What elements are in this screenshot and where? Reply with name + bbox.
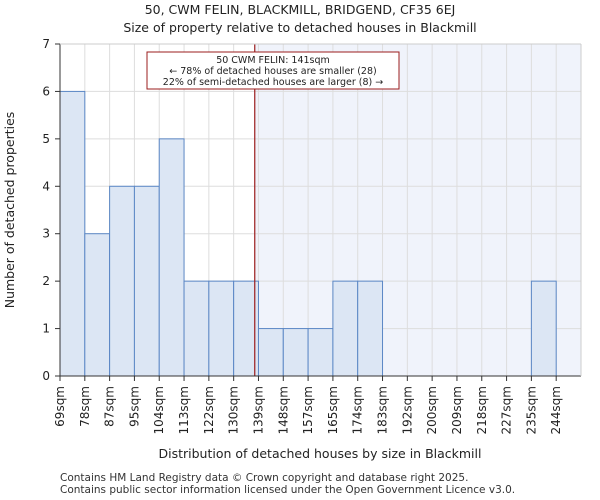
annotation-line-3: 22% of semi-detached houses are larger (…: [163, 77, 383, 88]
bar-165sqm: [332, 280, 359, 377]
bar-87sqm: [109, 185, 135, 377]
x-tick-label: 130sqm: [227, 386, 241, 434]
bar-122sqm: [208, 280, 235, 377]
x-tick-label: 113sqm: [177, 386, 191, 434]
y-tick-label: 1: [42, 322, 50, 336]
x-tick-label: 209sqm: [450, 386, 464, 434]
x-tick-label: 148sqm: [276, 386, 290, 434]
bar-139sqm: [257, 328, 284, 377]
bar-104sqm: [158, 138, 185, 377]
x-tick-label: 192sqm: [400, 386, 414, 434]
y-tick-label: 3: [42, 227, 50, 241]
x-tick-label: 218sqm: [475, 386, 489, 434]
x-tick-label: 69sqm: [53, 386, 67, 427]
x-axis-label: Distribution of detached houses by size …: [159, 446, 482, 461]
bar-157sqm: [307, 328, 334, 377]
y-tick-label: 6: [42, 84, 50, 98]
bar-113sqm: [183, 280, 210, 377]
x-tick-label: 183sqm: [376, 386, 390, 434]
x-tick-label: 78sqm: [78, 386, 92, 427]
bar-69sqm: [59, 90, 86, 377]
x-tick-label: 157sqm: [301, 386, 315, 434]
annotation-line-2: ← 78% of detached houses are smaller (28…: [169, 66, 376, 77]
y-tick-label: 7: [42, 37, 50, 51]
x-tick-label: 227sqm: [500, 386, 514, 434]
bar-78sqm: [84, 233, 111, 377]
bar-174sqm: [357, 280, 384, 377]
bar-95sqm: [133, 185, 160, 377]
x-tick-label: 104sqm: [152, 386, 166, 434]
bar-235sqm: [530, 280, 557, 377]
highlight-region: [254, 44, 581, 376]
annotation-box: [146, 51, 400, 90]
x-tick-label: 174sqm: [351, 386, 365, 434]
y-tick-label: 5: [42, 132, 50, 146]
chart-title: 50, CWM FELIN, BLACKMILL, BRIDGEND, CF35…: [144, 2, 456, 17]
x-tick-label: 87sqm: [103, 386, 117, 427]
bar-148sqm: [282, 328, 309, 377]
x-tick-label: 139sqm: [251, 386, 265, 434]
annotation-line-1: 50 CWM FELIN: 141sqm: [216, 55, 330, 66]
footer-line-1: Contains HM Land Registry data © Crown c…: [60, 472, 469, 484]
chart-subtitle: Size of property relative to detached ho…: [123, 20, 477, 35]
footer-line-2: Contains public sector information licen…: [60, 484, 516, 496]
x-tick-label: 122sqm: [202, 386, 216, 434]
x-tick-label: 200sqm: [425, 386, 439, 434]
x-tick-label: 244sqm: [549, 386, 563, 434]
y-tick-label: 0: [42, 369, 50, 383]
x-tick-label: 235sqm: [524, 386, 538, 434]
y-tick-label: 2: [42, 274, 50, 288]
y-tick-label: 4: [42, 179, 50, 193]
x-tick-label: 165sqm: [326, 386, 340, 434]
y-axis-label: Number of detached properties: [2, 112, 17, 309]
x-tick-label: 95sqm: [127, 386, 141, 427]
